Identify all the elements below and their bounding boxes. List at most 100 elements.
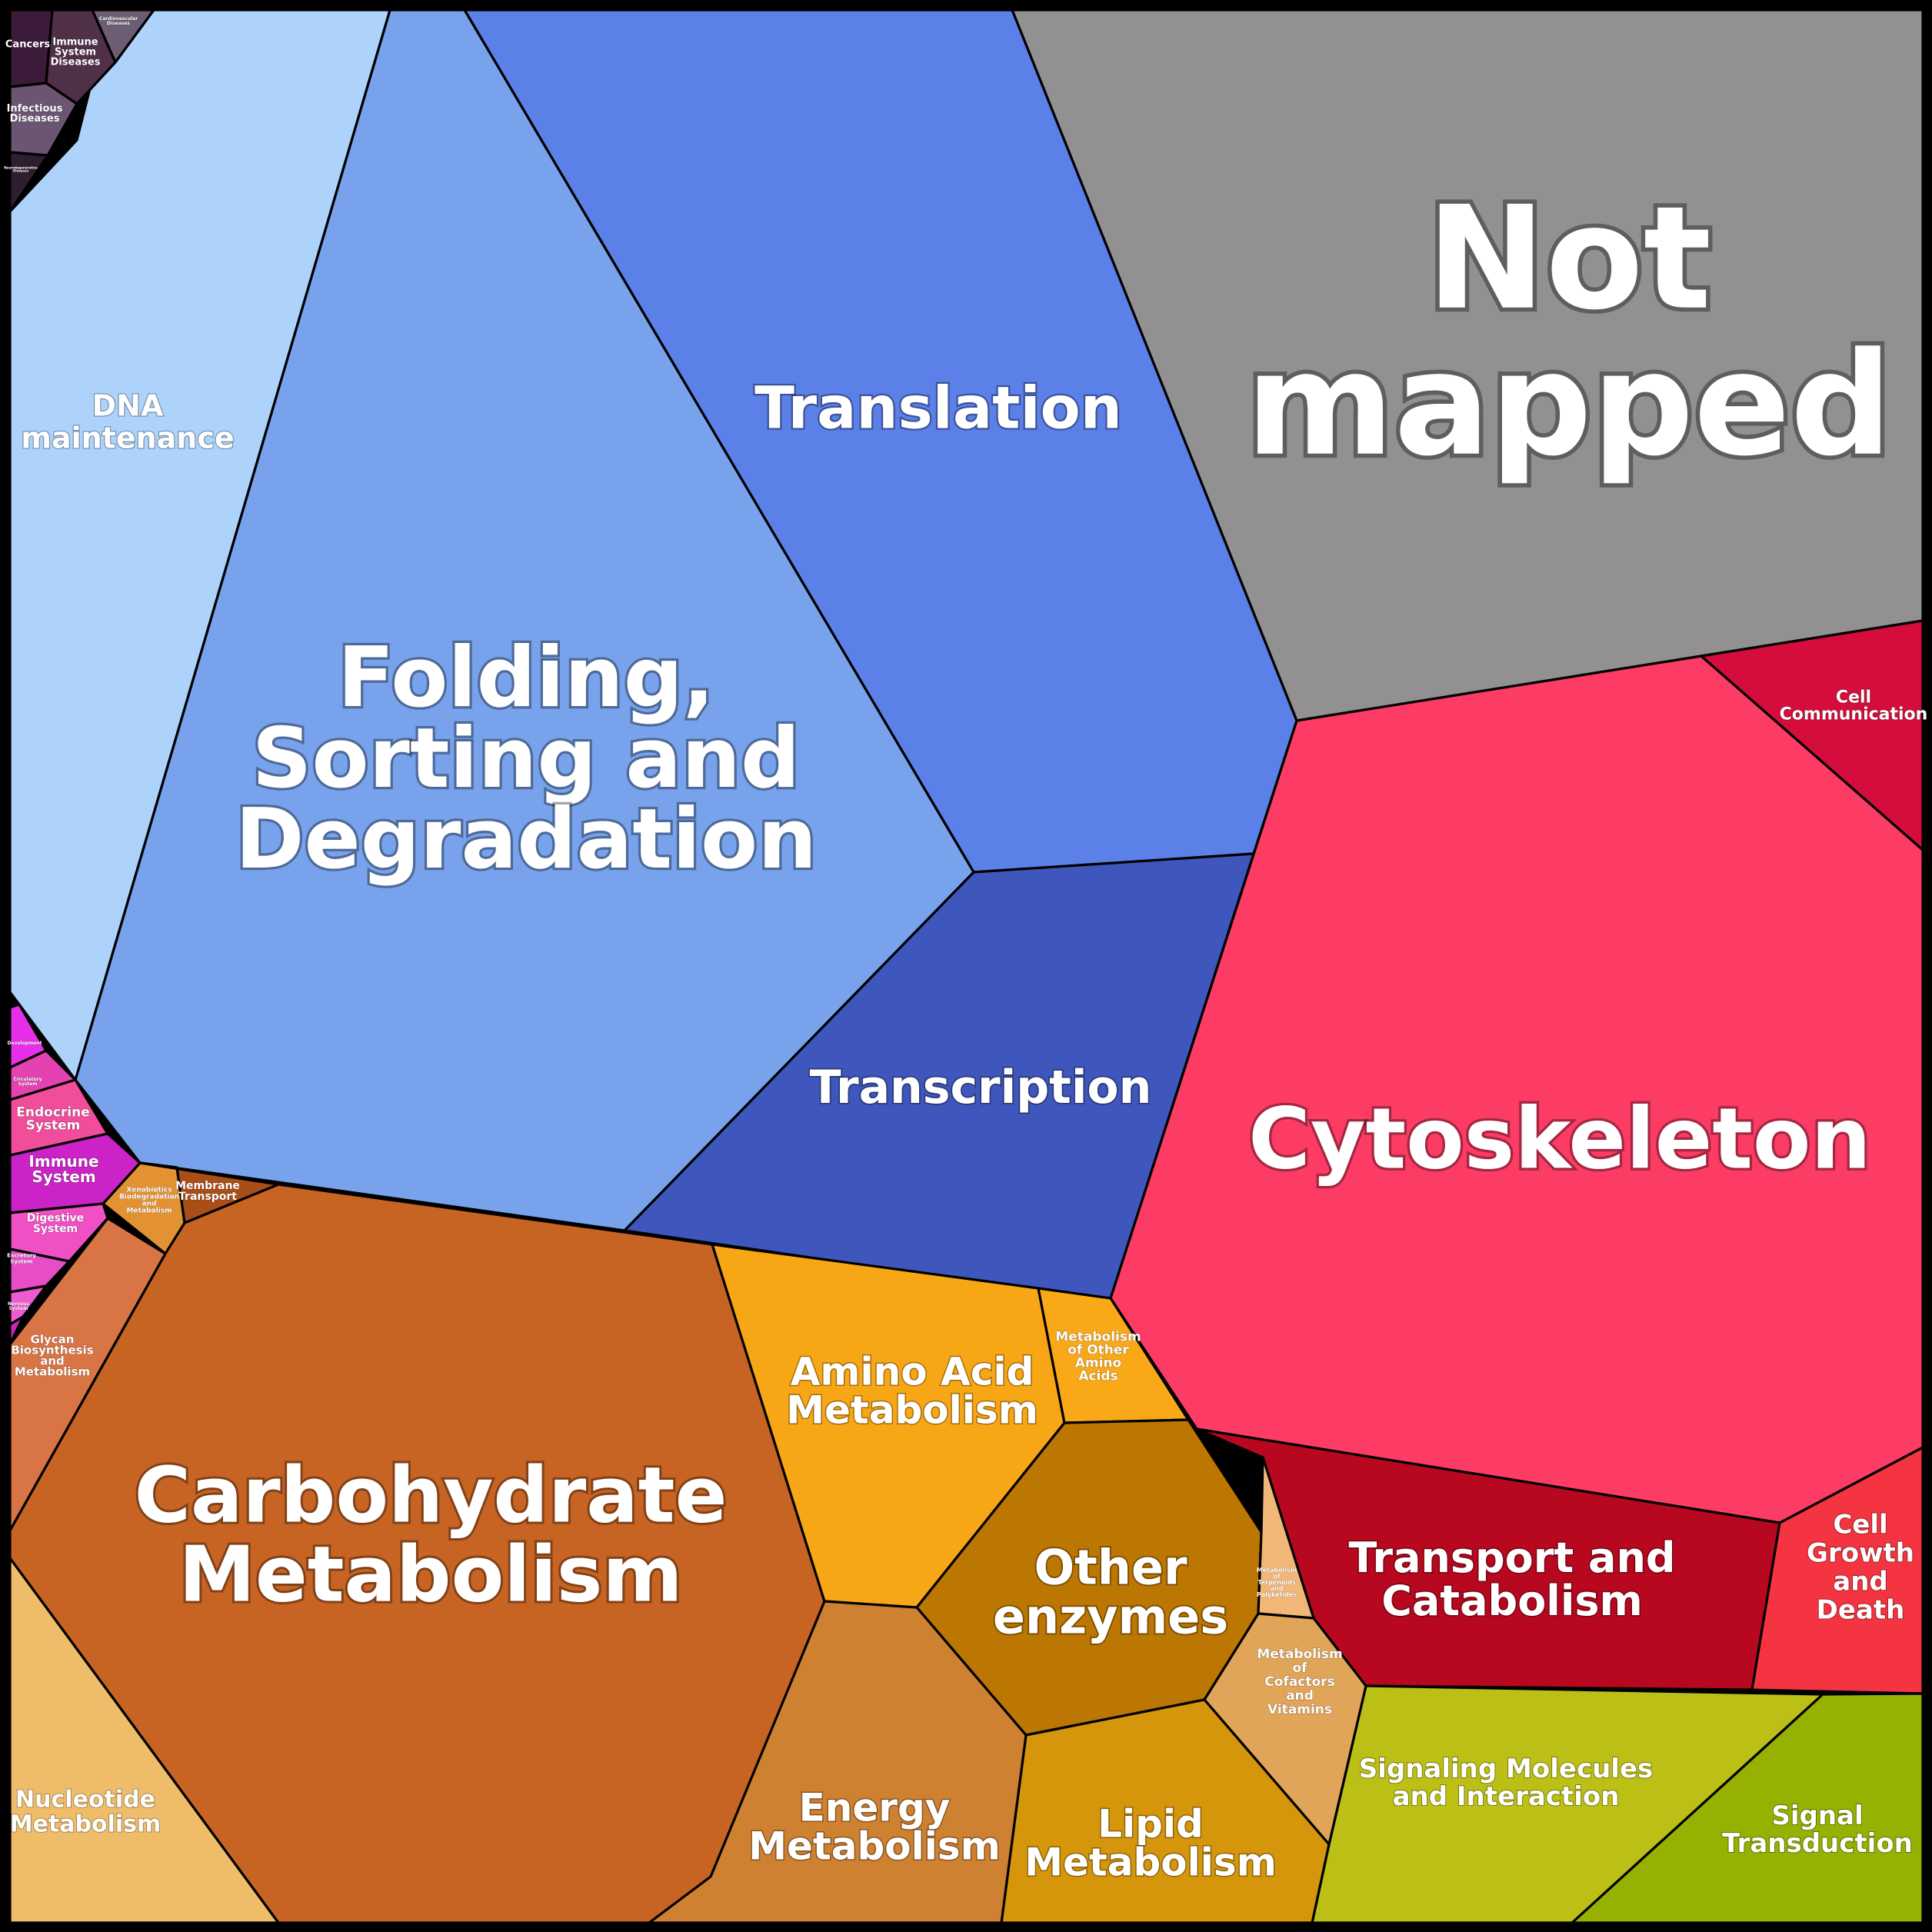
label-line: and xyxy=(1271,1585,1284,1592)
label-line: System xyxy=(55,47,96,58)
label-line: Cytoskeleton xyxy=(1248,1090,1871,1188)
label-line: Carbohydrate xyxy=(135,1451,728,1541)
label-line: Metabolism xyxy=(10,1811,162,1838)
label-terpenoids: Metabolism of Terpenoids and Polyketides xyxy=(1257,1567,1297,1598)
label-line: Diseases xyxy=(13,168,29,172)
label-line: Transport and xyxy=(1348,1534,1675,1582)
label-line: Cofactors xyxy=(1264,1674,1334,1690)
label-line: System xyxy=(26,1118,81,1133)
label-line: Glycan xyxy=(31,1332,75,1346)
label-line: Sorting and xyxy=(252,711,801,807)
label-line: Circulatory xyxy=(13,1077,42,1082)
label-nervous: Nervous System xyxy=(8,1301,29,1311)
cells-layer xyxy=(8,8,1924,1924)
label-line: System xyxy=(33,1223,78,1235)
label-line: Metabolism xyxy=(786,1388,1038,1433)
label-cofactors: Metabolism of Cofactors and Vitamins xyxy=(1257,1647,1342,1717)
label-line: Acids xyxy=(1078,1368,1118,1384)
label-line: and xyxy=(40,1354,65,1367)
label-line: Metabolism xyxy=(1257,1647,1342,1662)
label-excretory: Excretory System xyxy=(7,1252,36,1264)
label-line: System xyxy=(9,1306,28,1311)
label-line: Cell xyxy=(1836,688,1871,708)
label-line: Endocrine xyxy=(16,1104,89,1120)
label-line: Transcription xyxy=(810,1061,1152,1114)
label-cell-growth-death: Cell Growth and Death xyxy=(1807,1509,1914,1625)
label-line: Diseases xyxy=(10,113,60,125)
label-line: Amino xyxy=(1075,1355,1121,1371)
label-endocrine: Endocrine System xyxy=(16,1104,89,1133)
label-line: Metabolism xyxy=(178,1530,682,1620)
label-dna-maintenance: DNA maintenance xyxy=(21,388,234,455)
label-other-amino-acids: Metabolism of Other Amino Acids xyxy=(1055,1329,1141,1384)
label-cardiovascular: Cardiovascular Diseases xyxy=(99,16,138,26)
label-line: Cancers xyxy=(5,39,51,51)
label-line: Neurodegenerative xyxy=(4,165,38,169)
label-circulatory: Circulatory System xyxy=(13,1077,42,1087)
label-line: enzymes xyxy=(993,1589,1228,1645)
label-membrane-transport: Membrane Transport xyxy=(175,1180,240,1203)
label-not-mapped: Not mapped xyxy=(1246,175,1892,488)
label-line: System xyxy=(32,1168,95,1186)
label-line: Transduction xyxy=(1722,1828,1913,1859)
label-line: Metabolism xyxy=(1257,1567,1297,1574)
label-folding: Folding, Sorting and Degradation xyxy=(235,630,817,888)
label-line: Diseases xyxy=(51,57,101,68)
label-line: Signal xyxy=(1771,1800,1863,1831)
label-line: Diseases xyxy=(107,21,130,26)
label-xenobiotics: Xenobiotics Biodegradation and Metabolism xyxy=(119,1187,179,1215)
label-line: Degradation xyxy=(235,791,817,888)
label-line: and xyxy=(1286,1688,1314,1704)
label-line: Catabolism xyxy=(1381,1577,1643,1625)
label-signaling-molecules: Signaling Molecules and Interaction xyxy=(1359,1754,1654,1812)
label-line: Amino Acid xyxy=(791,1350,1034,1394)
label-line: and xyxy=(142,1201,157,1208)
label-cytoskeleton: Cytoskeleton xyxy=(1248,1090,1871,1188)
label-line: Metabolism xyxy=(1055,1329,1141,1344)
label-line: Membrane xyxy=(175,1180,240,1192)
label-carbohydrate: Carbohydrate Metabolism xyxy=(135,1451,728,1620)
label-line: DNA xyxy=(92,388,164,422)
label-line: maintenance xyxy=(21,421,234,455)
region-membrane-transport xyxy=(138,1161,280,1224)
label-line: Folding, xyxy=(338,630,715,726)
label-line: Metabolism xyxy=(1024,1840,1277,1885)
label-cell-communication: Cell Communication xyxy=(1780,688,1928,724)
label-line: Infectious xyxy=(7,103,63,115)
label-line: Metabolism xyxy=(15,1364,90,1378)
label-line: and xyxy=(1833,1566,1888,1597)
label-line: of xyxy=(1292,1661,1307,1676)
label-line: Xenobiotics xyxy=(126,1187,172,1194)
label-line: Not xyxy=(1427,175,1711,341)
label-line: Biosynthesis xyxy=(11,1343,93,1357)
label-line: Cell xyxy=(1833,1509,1887,1540)
label-infectious: Infectious Diseases xyxy=(7,103,63,125)
label-digestive: Digestive System xyxy=(27,1212,84,1235)
label-line: Growth xyxy=(1807,1537,1914,1568)
label-amino-acid: Amino Acid Metabolism xyxy=(786,1350,1038,1433)
label-line: Signaling Molecules xyxy=(1359,1754,1654,1784)
label-line: Other xyxy=(1034,1540,1188,1596)
label-line: Death xyxy=(1817,1594,1905,1625)
label-transcription: Transcription xyxy=(810,1061,1152,1114)
label-energy: Energy Metabolism xyxy=(748,1786,1001,1869)
label-translation: Translation xyxy=(754,374,1122,442)
label-line: System xyxy=(10,1258,32,1264)
label-line: Translation xyxy=(754,374,1122,442)
label-line: Polyketides xyxy=(1257,1591,1297,1598)
label-lipid: Lipid Metabolism xyxy=(1024,1802,1277,1885)
label-neurodegenerative: Neurodegenerative Diseases xyxy=(4,165,38,172)
label-line: mapped xyxy=(1246,321,1892,488)
label-line: Metabolism xyxy=(748,1824,1001,1869)
label-line: and Interaction xyxy=(1393,1781,1620,1812)
label-line: Digestive xyxy=(27,1212,84,1224)
label-immune-diseases: Immune System Diseases xyxy=(51,37,101,68)
label-line: Communication xyxy=(1780,705,1928,724)
label-line: Excretory xyxy=(7,1252,36,1258)
label-line: Immune xyxy=(28,1152,98,1171)
label-cancers: Cancers xyxy=(5,39,51,51)
label-line: Energy xyxy=(799,1786,951,1830)
label-other-enzymes: Other enzymes xyxy=(993,1540,1228,1645)
